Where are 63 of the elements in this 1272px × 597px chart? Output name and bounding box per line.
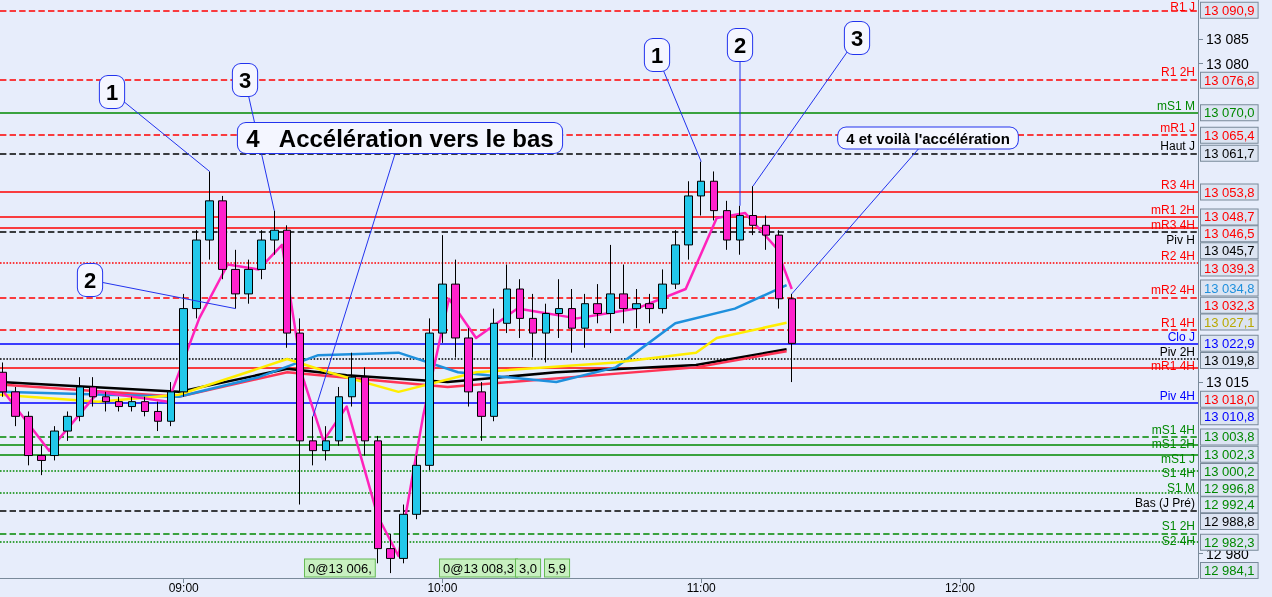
- annotation: 13 045,7: [1204, 243, 1255, 259]
- annotation: 2: [83, 267, 97, 293]
- text: 13 034,8: [1204, 280, 1255, 296]
- annotation: 3,0: [519, 560, 538, 576]
- annotation: 5,9: [548, 560, 567, 576]
- ref-line-label: mS1 4H: [1151, 422, 1195, 437]
- annotation: 13 039,3: [1204, 260, 1255, 276]
- ref-line-label: mR1 J: [1160, 121, 1195, 136]
- x-tick-label: 11:00: [686, 581, 717, 595]
- annotation: 13 002,3: [1204, 446, 1255, 462]
- ref-line-label: Bas (J Pré): [1134, 496, 1195, 511]
- annotation: 13 018,0: [1204, 391, 1255, 407]
- annotation: 13 048,7: [1204, 209, 1255, 225]
- annotation: 13 032,3: [1204, 297, 1255, 313]
- ref-line-label: S1 M: [1166, 480, 1195, 495]
- annotation: 13 065,4: [1204, 127, 1255, 143]
- ref-line-label: R1 4H: [1160, 316, 1195, 331]
- ref-line-label: Piv 2H: [1159, 344, 1195, 359]
- annotation: 13 090,9: [1204, 2, 1255, 18]
- annotation: 0@13 008,3: [443, 560, 515, 576]
- ref-line-label: Haut J: [1160, 139, 1195, 154]
- y-tick-label: 13 015: [1206, 374, 1250, 391]
- annotation: 2: [733, 32, 747, 58]
- ref-line-label: mS1 M: [1156, 98, 1195, 113]
- ref-line-label: S2 4H: [1161, 534, 1195, 549]
- annotation: 3: [238, 67, 252, 93]
- annotation: 13 061,7: [1204, 145, 1255, 161]
- ref-line-label: R2 4H: [1160, 249, 1195, 264]
- annotation: 1: [650, 42, 664, 68]
- y-tick-label: 13 085: [1206, 31, 1250, 48]
- annotation: 13 003,8: [1204, 429, 1255, 445]
- annotation: 12 988,8: [1204, 513, 1255, 529]
- ref-line-label: Clo J: [1167, 330, 1195, 345]
- annotation: 12 992,4: [1204, 497, 1255, 513]
- annotation: 12 984,1: [1204, 562, 1255, 578]
- annotation: 4 et voilà l'accélération: [846, 129, 1010, 147]
- ref-line-label: R1 2H: [1160, 65, 1195, 80]
- annotation: 0@13 006,: [308, 560, 372, 576]
- annotation: 13 070,0: [1204, 105, 1255, 121]
- annotation: 1: [105, 79, 119, 105]
- ref-line-label: Piv 4H: [1159, 388, 1195, 403]
- annotation: 13 010,8: [1204, 409, 1255, 425]
- text: 13 027,1: [1204, 314, 1255, 330]
- annotation: 4 Accélération vers le bas: [246, 124, 554, 152]
- annotation: 13 019,8: [1204, 353, 1255, 369]
- x-tick-label: 09:00: [168, 581, 200, 595]
- annotation: 13 076,8: [1204, 72, 1255, 88]
- ref-line-label: mR1 2H: [1150, 202, 1195, 217]
- annotation: 13 022,9: [1204, 335, 1255, 351]
- x-tick-label: 10:00: [427, 581, 458, 595]
- ref-line-label: mS1 J: [1160, 451, 1195, 466]
- ref-line-label: Piv H: [1166, 232, 1195, 247]
- annotation: 3: [850, 25, 864, 51]
- ref-line-label: S1 2H: [1161, 519, 1195, 534]
- ref-line-label: mR2 4H: [1150, 283, 1195, 298]
- annotation: 13 046,5: [1204, 226, 1255, 242]
- ref-line-label: R3 4H: [1160, 178, 1195, 193]
- ref-line-label: S1 4H: [1161, 466, 1195, 481]
- y-tick-label: 13 080: [1206, 55, 1250, 72]
- annotation: 13 053,8: [1204, 184, 1255, 200]
- annotation: 13 000,2: [1204, 464, 1255, 480]
- x-tick-label: 12:00: [944, 581, 976, 595]
- annotation: 12 996,8: [1204, 480, 1255, 496]
